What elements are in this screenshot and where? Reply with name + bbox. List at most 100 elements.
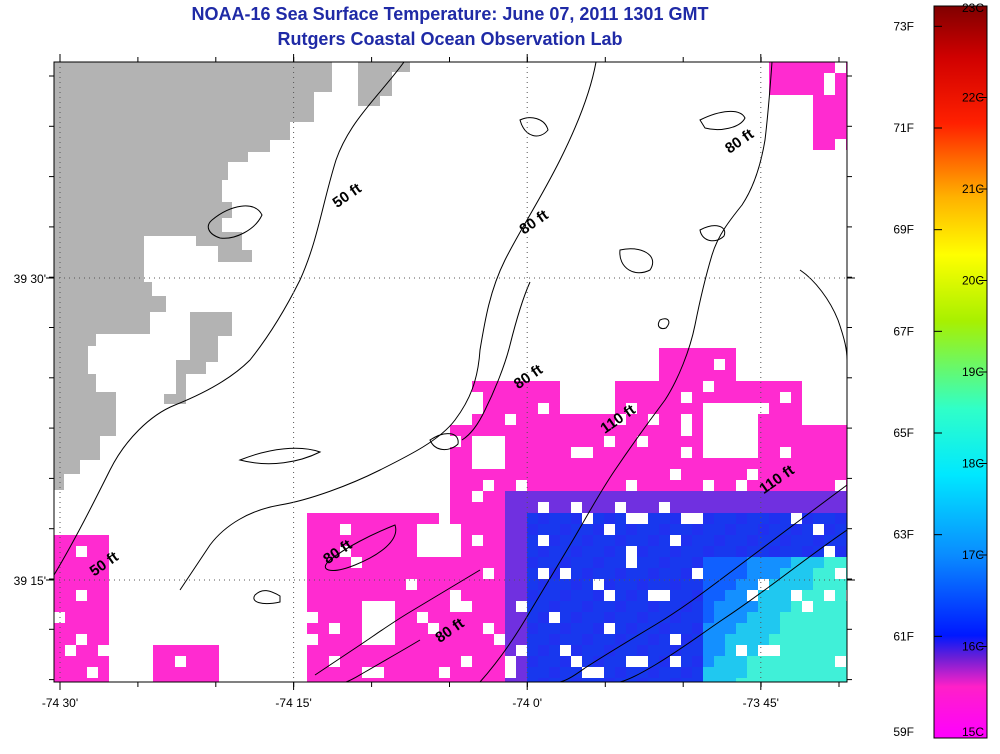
sst-pixel [593,634,604,645]
sst-pixel [560,425,571,436]
sst-pixel [604,469,615,480]
sst-pixel [87,634,98,645]
sst-pixel [626,667,637,678]
sst-pixel [505,447,516,458]
sst-pixel [593,513,604,524]
sst-pixel [505,491,516,502]
sst-pixel [549,381,560,392]
sst-pixel [505,612,516,623]
sst-pixel [505,557,516,568]
sst-pixel [791,612,802,623]
sst-pixel [637,447,648,458]
sst-pixel [824,535,835,546]
sst-pixel [439,557,450,568]
sst-pixel [153,656,164,667]
sst-pixel [648,524,659,535]
sst-pixel [824,491,835,502]
sst-pixel [791,502,802,513]
sst-pixel [780,425,791,436]
sst-pixel [54,601,65,612]
sst-pixel [615,469,626,480]
sst-pixel [450,678,461,682]
sst-pixel [516,502,527,513]
sst-pixel [450,447,461,458]
sst-pixel [362,656,373,667]
sst-pixel [571,513,582,524]
sst-pixel [714,381,725,392]
sst-pixel [780,579,791,590]
sst-pixel [494,480,505,491]
sst-pixel [637,524,648,535]
sst-pixel [813,458,824,469]
sst-pixel [549,623,560,634]
sst-pixel [560,414,571,425]
sst-pixel [791,62,802,73]
colorbar-label-c: 20C [962,274,984,288]
sst-pixel [780,62,791,73]
sst-pixel [615,568,626,579]
sst-pixel [527,403,538,414]
sst-pixel [483,392,494,403]
sst-pixel [582,579,593,590]
sst-pixel [681,524,692,535]
sst-pixel [450,667,461,678]
sst-pixel [659,469,670,480]
sst-pixel [747,678,758,682]
sst-pixel [813,62,824,73]
sst-pixel [318,634,329,645]
sst-pixel [516,667,527,678]
sst-pixel [835,612,846,623]
sst-pixel [703,667,714,678]
sst-pixel [824,513,835,524]
sst-pixel [758,436,769,447]
sst-pixel [813,612,824,623]
sst-pixel [428,557,439,568]
sst-pixel [802,612,813,623]
sst-pixel [813,513,824,524]
sst-pixel [692,381,703,392]
sst-pixel [560,656,571,667]
sst-pixel [780,513,791,524]
sst-pixel [813,139,824,150]
sst-pixel [461,612,472,623]
sst-pixel [483,601,494,612]
sst-pixel [417,667,428,678]
sst-pixel [505,601,516,612]
sst-pixel [87,645,98,656]
sst-pixel [395,656,406,667]
sst-pixel [560,436,571,447]
sst-pixel [560,612,571,623]
sst-pixel [758,667,769,678]
sst-pixel [670,458,681,469]
sst-pixel [384,590,395,601]
sst-pixel [516,557,527,568]
sst-pixel [362,535,373,546]
sst-pixel [516,403,527,414]
sst-pixel [549,678,560,682]
sst-pixel [417,623,428,634]
sst-pixel [571,546,582,557]
sst-pixel [780,623,791,634]
sst-pixel [714,513,725,524]
sst-pixel [538,546,549,557]
sst-pixel [769,513,780,524]
sst-pixel [659,634,670,645]
sst-pixel [571,414,582,425]
sst-pixel [703,623,714,634]
sst-pixel [769,425,780,436]
sst-pixel [769,480,780,491]
sst-pixel [395,568,406,579]
sst-pixel [472,557,483,568]
sst-pixel [659,513,670,524]
sst-pixel [98,590,109,601]
sst-pixel [670,678,681,682]
sst-pixel [494,491,505,502]
sst-pixel [582,568,593,579]
sst-pixel [417,634,428,645]
sst-pixel [604,678,615,682]
sst-pixel [802,84,813,95]
sst-pixel [461,579,472,590]
sst-pixel [527,568,538,579]
sst-pixel [153,678,164,682]
sst-pixel [461,557,472,568]
